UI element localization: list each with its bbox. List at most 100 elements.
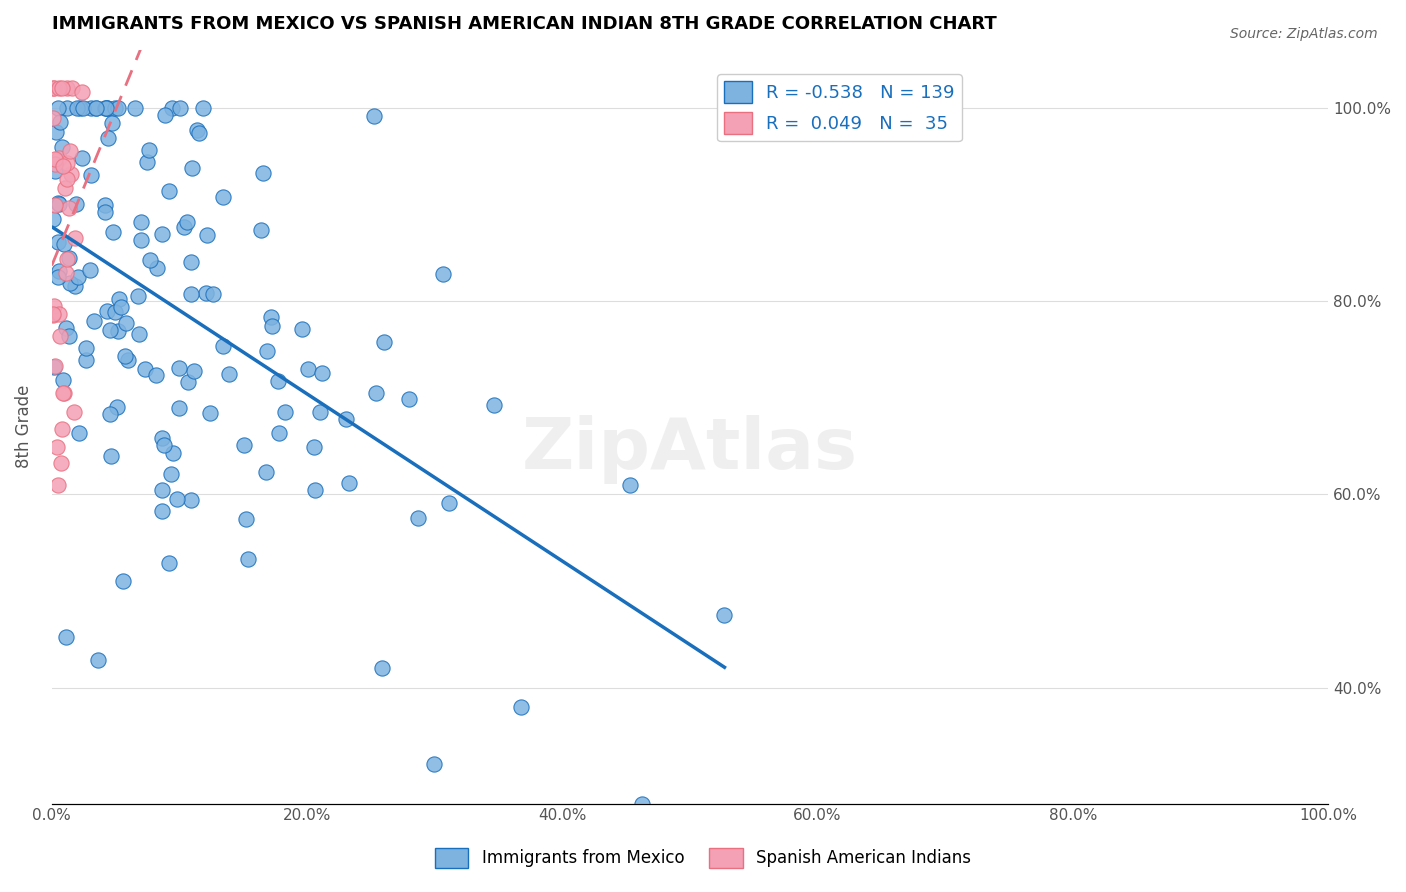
Point [44, 359, 66, 374]
Point [80, 101, 103, 115]
Text: IMMIGRANTS FROM MEXICO VS SPANISH AMERICAN INDIAN 8TH GRADE CORRELATION CHART: IMMIGRANTS FROM MEXICO VS SPANISH AMERIC… [52, 15, 997, 33]
Point [52, 159, 75, 173]
Point [44, 153, 66, 167]
Point [42, 112, 65, 126]
Point [96, 101, 118, 115]
Point [72, 101, 94, 115]
Point [406, 511, 429, 525]
Point [70, 151, 93, 165]
Point [136, 154, 159, 169]
Point [150, 503, 173, 517]
Point [44, 156, 66, 170]
Point [254, 466, 277, 480]
Point [291, 322, 314, 336]
Point [236, 551, 259, 566]
Point [177, 376, 200, 390]
Point [134, 362, 156, 376]
Point [129, 233, 152, 247]
Point [235, 512, 257, 526]
Point [63, 405, 86, 419]
Point [58, 329, 80, 343]
Point [186, 122, 208, 136]
Point [157, 556, 180, 570]
Point [432, 267, 454, 281]
Point [180, 286, 202, 301]
Point [256, 344, 278, 359]
Point [96, 101, 118, 115]
Point [150, 431, 173, 445]
Point [269, 426, 291, 441]
Point [129, 215, 152, 229]
Point [311, 366, 333, 380]
Point [139, 252, 162, 267]
Point [166, 491, 188, 506]
Point [150, 227, 173, 242]
Point [59, 144, 82, 158]
Point [75, 353, 97, 368]
Point [339, 475, 361, 490]
Point [249, 223, 271, 237]
Point [49, 329, 72, 343]
Point [260, 310, 283, 325]
Point [60, 81, 83, 95]
Point [370, 661, 392, 675]
Point [101, 116, 124, 130]
Point [631, 797, 654, 811]
Point [87, 653, 110, 667]
Point [48, 101, 70, 115]
Point [157, 184, 180, 198]
Point [180, 492, 202, 507]
Point [45, 440, 67, 454]
Point [218, 368, 240, 382]
Point [63, 231, 86, 245]
Point [107, 101, 129, 115]
Point [65, 196, 87, 211]
Point [308, 405, 330, 419]
Point [150, 483, 173, 497]
Point [48, 81, 70, 95]
Point [96, 101, 118, 115]
Point [98, 322, 121, 336]
Y-axis label: 8th Grade: 8th Grade [15, 385, 32, 468]
Point [212, 339, 235, 353]
Point [65, 278, 87, 293]
Point [169, 361, 191, 376]
Point [48, 264, 70, 278]
Point [191, 101, 214, 115]
Point [160, 467, 183, 481]
Point [46, 235, 69, 249]
Point [212, 190, 235, 204]
Point [100, 449, 122, 463]
Point [297, 361, 319, 376]
Point [398, 392, 420, 406]
Point [176, 215, 198, 229]
Point [84, 101, 107, 115]
Point [146, 261, 169, 276]
Point [44, 198, 66, 212]
Point [267, 375, 290, 389]
Point [183, 364, 205, 378]
Point [160, 101, 183, 115]
Point [79, 263, 101, 277]
Point [117, 352, 139, 367]
Point [373, 335, 395, 350]
Point [46, 478, 69, 492]
Point [55, 101, 77, 115]
Point [42, 299, 65, 313]
Point [194, 285, 217, 300]
Point [53, 237, 76, 252]
Point [200, 406, 222, 420]
Point [42, 212, 65, 227]
Point [52, 386, 75, 401]
Legend: R = -0.538   N = 139, R =  0.049   N =  35: R = -0.538 N = 139, R = 0.049 N = 35 [717, 74, 962, 142]
Point [45, 124, 67, 138]
Point [56, 81, 79, 95]
Point [138, 143, 160, 157]
Point [167, 401, 190, 416]
Point [335, 412, 357, 426]
Point [201, 287, 224, 301]
Point [84, 101, 107, 115]
Point [51, 421, 73, 435]
Point [55, 171, 77, 186]
Point [105, 401, 128, 415]
